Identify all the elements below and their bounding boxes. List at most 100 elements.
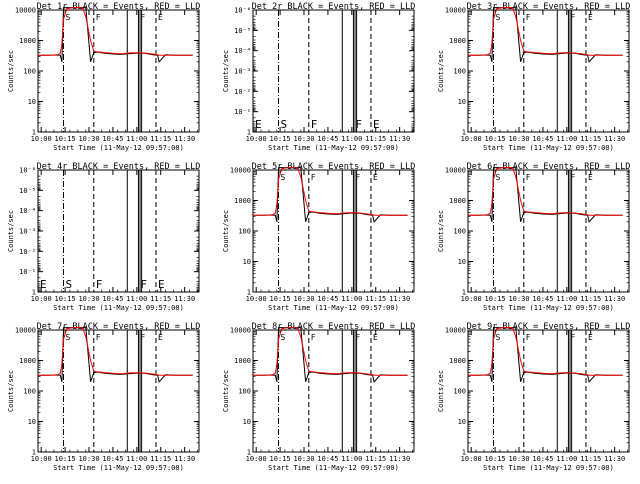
x-tick-label: 11:00 <box>126 135 147 143</box>
series-line <box>38 7 193 56</box>
y-tick-label: 1 <box>462 289 466 297</box>
y-tick-label: 10000 <box>445 167 466 175</box>
event-marker-label: F <box>355 118 362 131</box>
x-tick-label: 10:15 <box>485 455 506 463</box>
y-tick-label: 10 <box>243 418 251 426</box>
x-axis-label: Start Time (11-May-12 09:57:00) <box>53 144 184 152</box>
x-tick-label: 10:30 <box>508 295 529 303</box>
y-tick-label: 10 <box>28 98 36 106</box>
x-tick-label: 11:00 <box>341 135 362 143</box>
chart-title: Det 8r BLACK = Events, RED = LLD <box>252 322 416 332</box>
x-tick-label: 10:30 <box>293 455 314 463</box>
y-tick-label: 10⁻⁴ <box>234 47 251 55</box>
y-axis-label: Counts/sec <box>7 210 15 252</box>
y-tick-label: 10000 <box>15 327 36 335</box>
event-marker-label: F <box>355 173 360 182</box>
event-marker-label: F <box>140 333 145 342</box>
y-tick-label: 10⁻² <box>234 88 251 96</box>
plot-frame <box>467 169 630 293</box>
chart-title: Det 5r BLACK = Events, RED = LLD <box>252 162 416 172</box>
y-tick-label: 100 <box>453 388 466 396</box>
y-tick-label: 100 <box>453 228 466 236</box>
x-tick-label: 11:15 <box>150 455 171 463</box>
x-axis-label: Start Time (11-May-12 09:57:00) <box>268 304 399 312</box>
x-tick-label: 10:15 <box>55 135 76 143</box>
event-marker-label: E <box>158 278 165 291</box>
y-tick-label: 10⁻⁶ <box>19 167 36 175</box>
x-tick-label: 10:45 <box>102 295 123 303</box>
x-tick-label: 10:30 <box>78 295 99 303</box>
y-tick-label: 1 <box>462 129 466 137</box>
x-tick-label: 11:00 <box>126 295 147 303</box>
y-tick-label: 1000 <box>449 197 466 205</box>
series-line <box>253 167 408 216</box>
y-tick-label: 10 <box>243 258 251 266</box>
chart-title: Det 1r BLACK = Events, RED = LLD <box>37 2 201 12</box>
event-marker-label: F <box>96 278 103 291</box>
x-tick-label: 11:15 <box>365 135 386 143</box>
x-tick-label: 11:15 <box>150 295 171 303</box>
event-marker-label: E <box>158 333 163 342</box>
event-marker-label: F <box>311 173 316 182</box>
x-tick-label: 11:30 <box>389 295 410 303</box>
chart-panel-6: Det 6r BLACK = Events, RED = LLD 1 10 100 10… <box>437 162 630 312</box>
x-tick-label: 10:30 <box>78 135 99 143</box>
x-tick-label: 10:00 <box>31 455 52 463</box>
event-marker-label: F <box>526 333 531 342</box>
series-line <box>468 167 623 216</box>
plot-frame <box>252 329 415 453</box>
chart-title: Det 7r BLACK = Events, RED = LLD <box>37 322 201 332</box>
event-marker-label: E <box>588 333 593 342</box>
y-tick-label: 1 <box>247 129 251 137</box>
event-marker-label: E <box>588 173 593 182</box>
y-tick-label: 100 <box>238 388 251 396</box>
chart-panel-7: Det 7r BLACK = Events, RED = LLD 1 10 100 10… <box>7 322 200 472</box>
x-tick-label: 10:30 <box>293 295 314 303</box>
x-tick-label: 11:15 <box>365 455 386 463</box>
y-tick-label: 10 <box>458 258 466 266</box>
y-tick-label: 10⁻⁶ <box>234 7 251 15</box>
x-tick-label: 11:15 <box>580 295 601 303</box>
x-tick-label: 11:30 <box>389 455 410 463</box>
series-line <box>38 327 193 376</box>
event-marker-label: S <box>496 333 501 342</box>
x-tick-label: 11:00 <box>341 455 362 463</box>
event-marker-label: E <box>373 173 378 182</box>
event-marker-label: F <box>140 278 147 291</box>
y-axis-label: Counts/sec <box>7 370 15 412</box>
x-tick-label: 11:30 <box>604 455 625 463</box>
x-tick-label: 11:30 <box>604 135 625 143</box>
x-tick-label: 11:15 <box>580 455 601 463</box>
event-marker-label: F <box>570 333 575 342</box>
y-tick-label: 1 <box>462 449 466 457</box>
plot-frame <box>37 329 200 453</box>
chart-panel-2: Det 2r BLACK = Events, RED = LLD 1 10⁻¹ 10⁻… <box>222 2 415 152</box>
y-tick-label: 1 <box>32 449 36 457</box>
y-axis-label: Counts/sec <box>437 370 445 412</box>
x-tick-label: 11:30 <box>604 295 625 303</box>
x-tick-label: 10:15 <box>55 295 76 303</box>
y-tick-label: 10 <box>458 418 466 426</box>
y-tick-label: 1000 <box>234 357 251 365</box>
chart-panel-9: Det 9r BLACK = Events, RED = LLD 1 10 100 10… <box>437 322 630 472</box>
y-axis-label: Counts/sec <box>437 210 445 252</box>
y-tick-label: 10⁻⁴ <box>19 207 36 215</box>
event-marker-label: F <box>140 13 145 22</box>
x-tick-label: 10:00 <box>246 455 267 463</box>
x-axis-label: Start Time (11-May-12 09:57:00) <box>483 144 614 152</box>
chart-panel-4: Det 4r BLACK = Events, RED = LLD 1 10⁻¹ 10⁻… <box>7 162 200 312</box>
event-marker-label: F <box>570 13 575 22</box>
x-tick-label: 10:45 <box>532 135 553 143</box>
x-tick-label: 11:30 <box>174 455 195 463</box>
event-marker-label: S <box>281 118 288 131</box>
event-marker-label: S <box>281 173 286 182</box>
x-tick-label: 10:00 <box>461 455 482 463</box>
plot-frame <box>252 169 415 293</box>
y-tick-label: 1 <box>247 449 251 457</box>
y-tick-label: 10000 <box>15 7 36 15</box>
x-axis-label: Start Time (11-May-12 09:57:00) <box>483 304 614 312</box>
chart-panel-5: Det 5r BLACK = Events, RED = LLD 1 10 100 10… <box>222 162 415 312</box>
y-tick-label: 1000 <box>19 37 36 45</box>
x-axis-label: Start Time (11-May-12 09:57:00) <box>268 144 399 152</box>
